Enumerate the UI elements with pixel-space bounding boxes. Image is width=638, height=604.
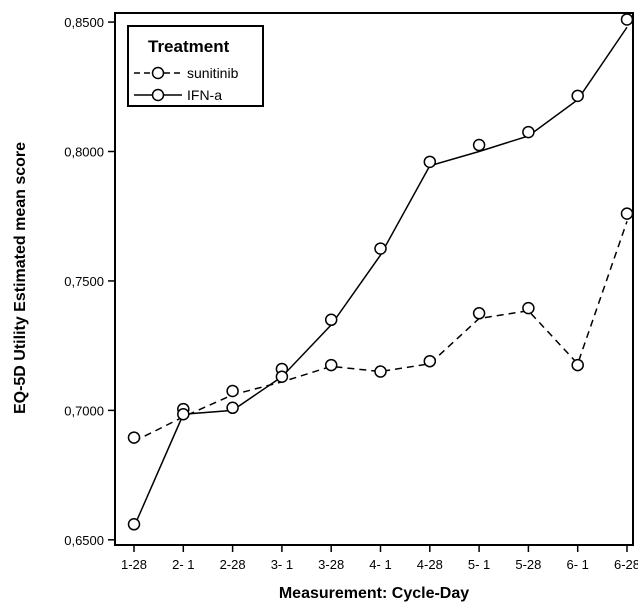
data-point xyxy=(324,358,338,372)
x-tick-label: 2- 1 xyxy=(172,557,194,572)
data-point xyxy=(226,401,239,415)
data-point xyxy=(324,313,338,327)
x-axis-title: Measurement: Cycle-Day xyxy=(279,585,469,602)
y-tick-label: 0,7000 xyxy=(64,403,104,418)
series-line xyxy=(133,26,628,528)
data-point xyxy=(127,518,141,531)
data-point xyxy=(127,431,141,444)
y-tick-label: 0,6500 xyxy=(64,533,104,548)
data-point xyxy=(423,354,437,368)
legend-label: IFN-a xyxy=(187,87,222,103)
y-tick-label: 0,7500 xyxy=(64,274,104,289)
legend: Treatment sunitinib IFN-a xyxy=(127,25,264,107)
data-point xyxy=(522,301,535,315)
x-tick-label: 2-28 xyxy=(220,557,246,572)
legend-label: sunitinib xyxy=(187,65,239,81)
x-tick-label: 3-28 xyxy=(318,557,344,572)
y-axis-title: EQ-5D Utility Estimated mean score xyxy=(12,142,29,414)
x-tick-label: 4- 1 xyxy=(369,557,391,572)
x-tick-label: 1-28 xyxy=(121,557,147,572)
data-point xyxy=(472,307,486,320)
y-tick-label: 0,8000 xyxy=(64,145,104,160)
x-tick-label: 5- 1 xyxy=(468,557,490,572)
x-tick-label: 6- 1 xyxy=(566,557,588,572)
x-axis: 1-28 2- 1 2-28 3- 1 3-28 4- 1 4-28 5- 1 5-28 6- 1… xyxy=(121,545,638,572)
series-layer xyxy=(127,13,634,531)
plot-frame xyxy=(114,12,634,546)
data-point xyxy=(571,358,584,372)
legend-item: IFN-a xyxy=(134,87,222,103)
data-point xyxy=(374,365,387,378)
legend-marker xyxy=(151,66,165,80)
data-point xyxy=(177,408,190,421)
series-ifn-a xyxy=(127,13,634,531)
legend-items: sunitinib IFN-a xyxy=(134,65,239,103)
x-tick-label: 5-28 xyxy=(515,557,541,572)
x-tick-label: 6-28 xyxy=(614,557,638,572)
y-axis: 0,6500 0,7000 0,7500 0,8000 0,8500 xyxy=(64,15,115,548)
legend-marker xyxy=(151,88,165,102)
data-point xyxy=(571,89,584,103)
data-point xyxy=(620,13,634,26)
legend-title: Treatment xyxy=(148,37,230,56)
legend-box xyxy=(127,25,264,107)
data-point xyxy=(423,155,437,169)
data-point xyxy=(472,138,486,152)
x-tick-label: 3- 1 xyxy=(271,557,293,572)
data-point xyxy=(226,384,239,398)
data-point xyxy=(522,125,535,139)
legend-item: sunitinib xyxy=(134,65,239,81)
x-tick-label: 4-28 xyxy=(417,557,443,572)
y-tick-label: 0,8500 xyxy=(64,15,104,30)
data-point xyxy=(374,242,387,255)
data-point xyxy=(275,370,289,383)
data-point xyxy=(620,207,634,220)
